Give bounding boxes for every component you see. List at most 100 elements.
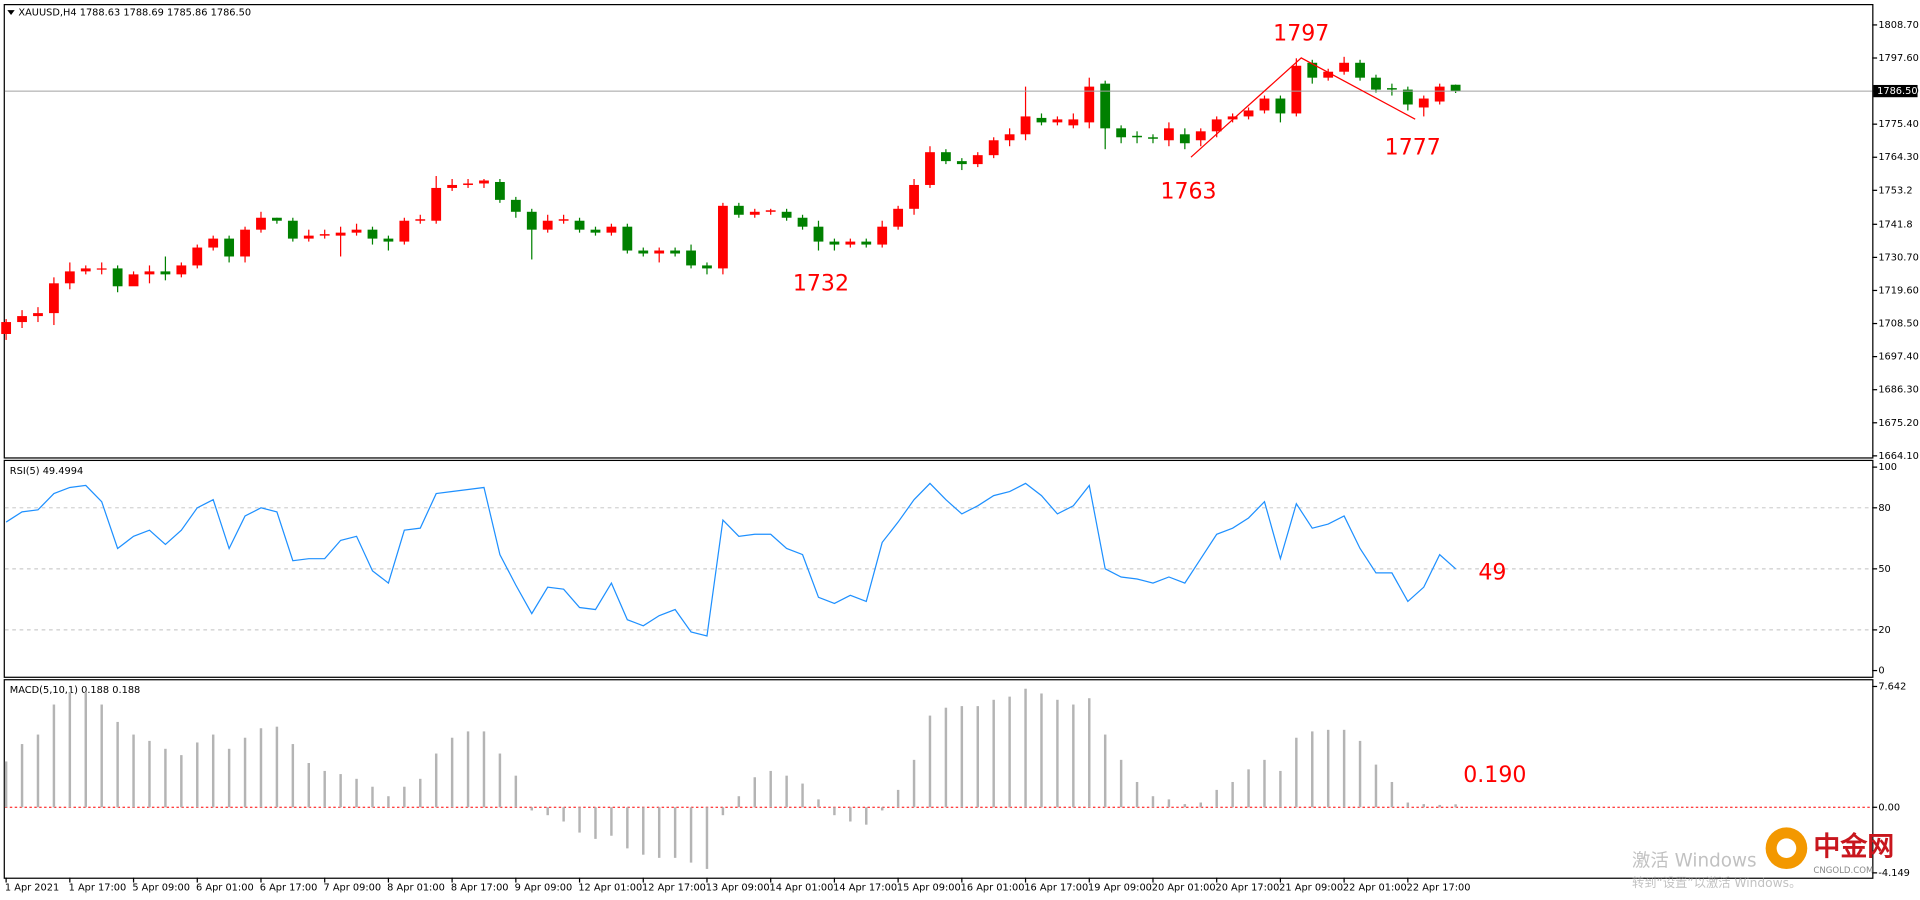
candle-body — [558, 219, 569, 221]
y-tick-label: 1664.10 — [1878, 451, 1919, 462]
macd-bar — [1167, 799, 1171, 808]
candle-body — [797, 217, 808, 227]
macd-bar — [68, 691, 72, 808]
candle-body — [1243, 110, 1254, 117]
macd-bar — [132, 734, 135, 808]
macd-bar — [721, 807, 725, 816]
macd-bar — [1008, 696, 1011, 808]
x-tick-label: 1 Apr 17:00 — [69, 882, 127, 893]
macd-bar — [180, 755, 183, 808]
y-tick-label: 1808.70 — [1878, 20, 1919, 31]
x-tick-label: 16 Apr 01:00 — [961, 882, 1025, 893]
candle-body — [463, 183, 473, 185]
macd-bar — [164, 748, 167, 808]
x-tick-label: 16 Apr 17:00 — [1024, 882, 1088, 893]
candle-body — [861, 241, 872, 245]
y-tick-label: -4.149 — [1878, 868, 1910, 879]
candle-body — [1387, 88, 1397, 90]
candle-body — [893, 208, 904, 227]
candle-body — [431, 187, 442, 221]
logo-sub: CNGOLD.COM — [1813, 866, 1873, 876]
macd-bar — [1454, 804, 1457, 808]
macd-bar — [52, 704, 56, 808]
macd-bar — [1151, 796, 1155, 808]
candle-body — [733, 205, 744, 215]
annotation: 1763 — [1160, 180, 1216, 205]
y-tick-label: 20 — [1878, 625, 1890, 636]
y-tick-label: 0 — [1878, 666, 1884, 677]
x-tick-label: 14 Apr 01:00 — [769, 882, 833, 893]
price-panel — [3, 4, 1874, 459]
macd-bar — [753, 777, 756, 808]
macd-bar — [148, 740, 151, 808]
macd-bar — [514, 775, 518, 808]
x-tick-label: 19 Apr 09:00 — [1088, 882, 1152, 893]
y-tick-label: 1675.20 — [1878, 418, 1919, 429]
macd-bar — [371, 786, 374, 808]
macd-bar — [196, 742, 199, 808]
macd-bar — [530, 807, 533, 811]
macd-bar — [944, 707, 948, 808]
macd-bar — [1119, 759, 1123, 808]
candle-body — [1179, 134, 1190, 144]
y-tick-label: 1797.60 — [1878, 53, 1919, 64]
macd-bar — [1231, 781, 1234, 808]
candle-body — [1434, 86, 1445, 102]
candle-body — [718, 205, 728, 269]
macd-bar — [833, 807, 836, 816]
macd-bar — [992, 699, 995, 808]
macd-bar — [801, 783, 804, 808]
macd-bar — [1311, 731, 1314, 808]
macd-bar — [578, 807, 581, 833]
macd-bar — [737, 796, 741, 808]
macd-bar — [100, 704, 103, 808]
candle-body — [542, 220, 553, 230]
candle-body — [367, 229, 378, 239]
candle-body — [1275, 98, 1286, 114]
candle-body — [256, 217, 266, 230]
macd-bar — [865, 807, 868, 825]
macd-title: MACD(5,10,1) 0.188 0.188 — [10, 685, 141, 696]
macd-bar — [1103, 734, 1107, 808]
candle-body — [287, 220, 298, 239]
rsi-line — [5, 482, 1457, 637]
candle-body — [622, 226, 633, 251]
macd-bar — [976, 706, 979, 808]
macd-bar — [36, 734, 40, 808]
macd-bar — [1183, 804, 1187, 808]
x-tick-label: 6 Apr 01:00 — [196, 882, 254, 893]
macd-bar — [339, 774, 342, 808]
candle-body — [1004, 134, 1015, 141]
watermark: 激活 Windows 转到“设置”以激活 Windows。 — [1632, 851, 1801, 891]
y-tick-label: 1708.50 — [1878, 319, 1919, 330]
candle-body — [988, 140, 999, 156]
candle-body — [1355, 62, 1365, 78]
y-tick-label: 1764.30 — [1878, 152, 1919, 163]
macd-bar — [673, 807, 677, 858]
macd-bar — [657, 807, 661, 858]
macd-bar — [482, 731, 486, 808]
candle-body — [909, 184, 919, 209]
logo-text: 中金网 — [1813, 831, 1894, 863]
y-tick-label: 1775.40 — [1878, 119, 1919, 130]
macd-bar — [880, 807, 884, 811]
candle-body — [510, 199, 521, 212]
candle-body — [972, 155, 983, 165]
candle-body — [526, 211, 537, 230]
macd-bar — [960, 706, 964, 808]
logo-icon-inner — [1776, 838, 1797, 859]
y-tick-label: 7.642 — [1878, 681, 1906, 692]
candle-body — [813, 226, 824, 242]
zigzag-line — [1190, 57, 1416, 158]
x-tick-label: 14 Apr 17:00 — [833, 882, 897, 893]
x-tick-label: 13 Apr 09:00 — [706, 882, 770, 893]
y-tick-label: 100 — [1878, 462, 1897, 473]
menu-triangle[interactable] — [7, 10, 15, 16]
macd-bar — [498, 753, 502, 808]
macd-bar — [769, 770, 772, 808]
macd-bar — [275, 726, 279, 808]
candle-body — [765, 210, 776, 212]
macd-bar — [912, 759, 916, 808]
candle-body — [208, 238, 219, 248]
